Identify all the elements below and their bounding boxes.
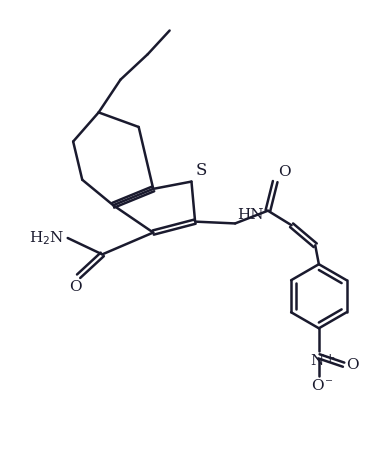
Text: S: S <box>196 162 207 178</box>
Text: O: O <box>347 357 359 372</box>
Text: O: O <box>70 280 82 294</box>
Text: HN: HN <box>237 208 263 222</box>
Text: ⁻: ⁻ <box>326 378 333 392</box>
Text: O: O <box>278 165 291 178</box>
Text: O: O <box>311 379 324 393</box>
Text: +: + <box>325 352 336 365</box>
Text: N: N <box>310 354 324 368</box>
Text: H$_2$N: H$_2$N <box>29 229 64 247</box>
